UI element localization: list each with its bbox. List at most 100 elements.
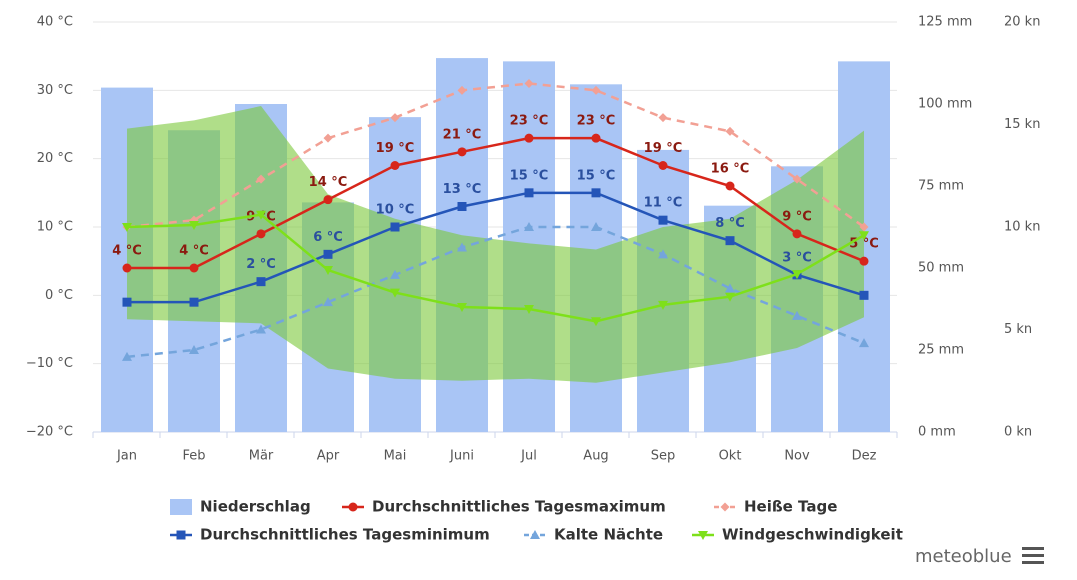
marker [720,502,730,512]
data-label: 4 °C [112,244,142,259]
marker [591,188,601,198]
data-label: 16 °C [711,162,750,177]
range-area [127,106,864,383]
marker [792,310,802,320]
marker [530,530,540,539]
data-label: 3 °C [782,250,812,265]
x-tick-label: Apr [317,449,340,464]
marker [390,113,400,123]
marker [658,215,668,225]
marker [122,297,132,307]
y3-tick-label: 15 kn [1004,117,1040,132]
menu-icon[interactable] [1022,547,1044,564]
y-tick-label: 30 °C [37,83,73,98]
marker [792,270,802,280]
y2-tick-label: 125 mm [918,15,972,30]
legend-label: Durchschnittliches Tagesminimum [200,526,490,544]
y-tick-label: 40 °C [37,15,73,30]
marker [323,266,333,276]
marker [122,351,132,361]
x-tick-label: Sep [651,449,676,464]
series-line [126,82,865,229]
marker [658,249,668,259]
marker [524,305,534,314]
marker [658,113,668,123]
marker [698,531,708,540]
marker [189,220,199,230]
y-tick-label: −10 °C [26,356,73,371]
menu-bar [1022,554,1044,557]
menu-bar [1022,561,1044,564]
marker [390,161,400,170]
marker [725,126,735,136]
data-label: 4 °C [179,244,209,259]
marker [256,277,266,287]
data-label: 15 °C [510,168,549,183]
data-label: 21 °C [443,127,482,142]
marker [859,290,869,300]
legend-label: Durchschnittliches Tagesmaximum [372,498,666,516]
y-tick-label: 10 °C [37,220,73,235]
series-line [126,213,865,323]
marker [256,229,266,239]
marker [524,79,534,88]
data-label: 10 °C [376,203,415,218]
marker [390,288,400,298]
data-label: 13 °C [443,182,482,197]
marker [176,530,186,540]
x-tick-label: Nov [784,449,810,464]
y-tick-label: 0 °C [45,288,73,303]
marker [859,338,869,348]
marker [859,256,869,266]
legend-label: Heiße Tage [744,498,837,516]
x-tick-label: Aug [583,449,608,464]
legend-label: Niederschlag [200,498,311,516]
y-tick-label: −20 °C [26,425,73,440]
marker [591,133,601,143]
marker [323,297,333,307]
series-line [127,136,865,270]
marker [323,195,333,205]
y3-tick-label: 0 kn [1004,425,1032,440]
series-line [127,191,865,304]
marker [323,133,333,143]
marker [256,324,266,334]
x-tick-label: Mär [249,449,274,464]
y2-tick-label: 0 mm [918,425,956,440]
marker [859,231,869,241]
x-tick-label: Jul [520,449,537,464]
marker [591,85,601,95]
y2-tick-label: 75 mm [918,179,964,194]
marker [457,302,467,312]
marker [457,202,467,211]
marker [658,161,668,170]
data-label: 6 °C [313,230,343,245]
data-label: 23 °C [577,114,616,129]
y2-tick-label: 100 mm [918,97,972,112]
marker [792,229,802,239]
data-label: 8 °C [715,216,745,231]
marker [792,174,802,184]
x-tick-label: Mai [384,449,407,464]
y2-tick-label: 50 mm [918,261,964,276]
marker [457,85,467,95]
y3-tick-label: 5 kn [1004,322,1032,337]
marker [524,222,534,231]
marker [725,283,735,293]
x-tick-label: Jan [116,449,137,464]
data-label: 11 °C [644,196,683,211]
x-tick-label: Dez [852,449,877,464]
marker [189,345,199,354]
branding: meteoblue [915,546,1012,567]
marker [725,236,735,246]
menu-bar [1022,547,1044,550]
legend-label: Windgeschwindigkeit [722,526,903,544]
data-label: 9 °C [782,209,812,224]
marker [189,297,199,307]
marker [189,263,199,273]
marker [457,242,467,252]
marker [390,269,400,279]
marker [323,249,333,259]
marker [256,174,266,184]
